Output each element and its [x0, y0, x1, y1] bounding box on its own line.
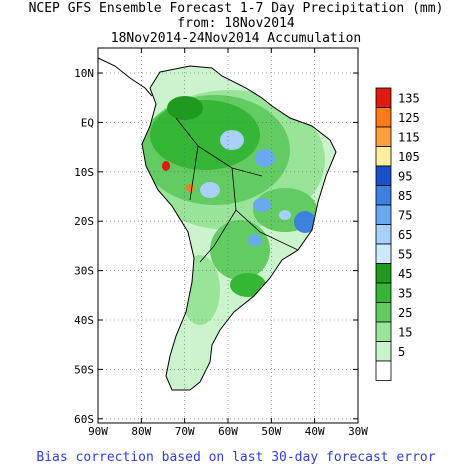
legend-label: 65	[398, 228, 412, 242]
legend-label: 125	[398, 111, 420, 125]
color-legend: 135 125 115 105 95 85 75 65 55 45 35 25 15 5	[375, 87, 420, 381]
longitude-labels: 90W 80W 70W 60W 50W 40W 30W	[88, 425, 368, 438]
graticule	[97, 48, 359, 423]
latitude-label: 10N	[74, 67, 94, 80]
legend-label: 75	[398, 209, 412, 223]
legend-swatch	[375, 126, 392, 147]
latitude-label: 50S	[74, 363, 94, 376]
title-line-3: 18Nov2014-24Nov2014 Accumulation	[110, 31, 362, 46]
legend-swatch	[375, 302, 392, 323]
title-line-2: from: 18Nov2014	[177, 16, 295, 31]
legend-label: 45	[398, 267, 412, 281]
latitude-label: EQ	[81, 116, 94, 129]
longitude-label: 90W	[88, 425, 108, 438]
legend-label: 135	[398, 92, 420, 106]
legend-swatch	[375, 165, 392, 186]
longitude-label: 70W	[175, 425, 195, 438]
legend-swatch	[375, 321, 392, 342]
legend-swatch	[375, 146, 392, 167]
legend-label: 35	[398, 287, 412, 301]
legend-label: 115	[398, 131, 420, 145]
coastline	[141, 65, 337, 391]
longitude-label: 60W	[218, 425, 238, 438]
footer-note: Bias correction based on last 30-day for…	[36, 450, 436, 465]
country-borders	[175, 117, 299, 263]
legend-swatch	[375, 341, 392, 362]
legend-label: 5	[398, 345, 405, 359]
legend-label: 15	[398, 326, 412, 340]
legend-swatch	[375, 107, 392, 128]
latitude-label: 20S	[74, 215, 94, 228]
legend-swatch	[375, 360, 392, 381]
legend-swatch	[375, 87, 392, 108]
legend-swatch	[375, 204, 392, 225]
legend-swatch	[375, 185, 392, 206]
legend-swatch	[375, 224, 392, 245]
legend-label: 25	[398, 306, 412, 320]
latitude-labels: 10N EQ 10S 20S 30S 40S 50S 60S	[74, 67, 94, 426]
central-america-coast	[97, 57, 153, 97]
latitude-label: 30S	[74, 265, 94, 278]
legend-swatch	[375, 243, 392, 264]
latitude-label: 40S	[74, 314, 94, 327]
legend-label: 105	[398, 150, 420, 164]
longitude-label: 50W	[261, 425, 281, 438]
legend-swatch	[375, 263, 392, 284]
latitude-label: 10S	[74, 166, 94, 179]
legend-label: 95	[398, 170, 412, 184]
legend-label: 85	[398, 189, 412, 203]
longitude-label: 30W	[348, 425, 368, 438]
longitude-label: 40W	[305, 425, 325, 438]
legend-swatch	[375, 282, 392, 303]
latitude-label: 60S	[74, 413, 94, 426]
longitude-label: 80W	[131, 425, 151, 438]
legend-label: 55	[398, 248, 412, 262]
title-line-1: NCEP GFS Ensemble Forecast 1-7 Day Preci…	[28, 1, 444, 16]
